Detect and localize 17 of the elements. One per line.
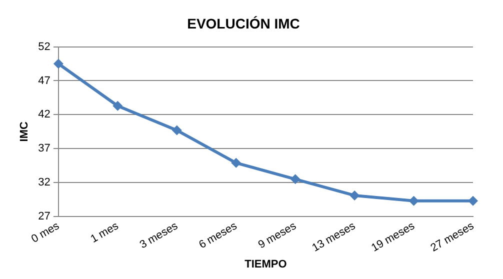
y-axis-title: IMC bbox=[18, 122, 31, 142]
x-axis-title: TIEMPO bbox=[244, 258, 288, 270]
y-tick-label: 47 bbox=[38, 74, 50, 87]
point bbox=[290, 174, 300, 184]
point bbox=[408, 196, 419, 206]
y-tick-label: 37 bbox=[38, 142, 50, 155]
y-tick-label: 52 bbox=[38, 40, 50, 53]
chart-title: EVOLUCIÓN IMC bbox=[187, 15, 300, 32]
y-tick-label: 32 bbox=[38, 176, 50, 189]
point bbox=[172, 125, 182, 136]
point bbox=[350, 190, 360, 200]
point bbox=[53, 58, 64, 69]
y-tick-label: 42 bbox=[38, 108, 50, 121]
point bbox=[112, 100, 123, 111]
point bbox=[468, 196, 478, 206]
point bbox=[231, 158, 242, 168]
x-tick-label: 1 mes bbox=[88, 220, 122, 246]
